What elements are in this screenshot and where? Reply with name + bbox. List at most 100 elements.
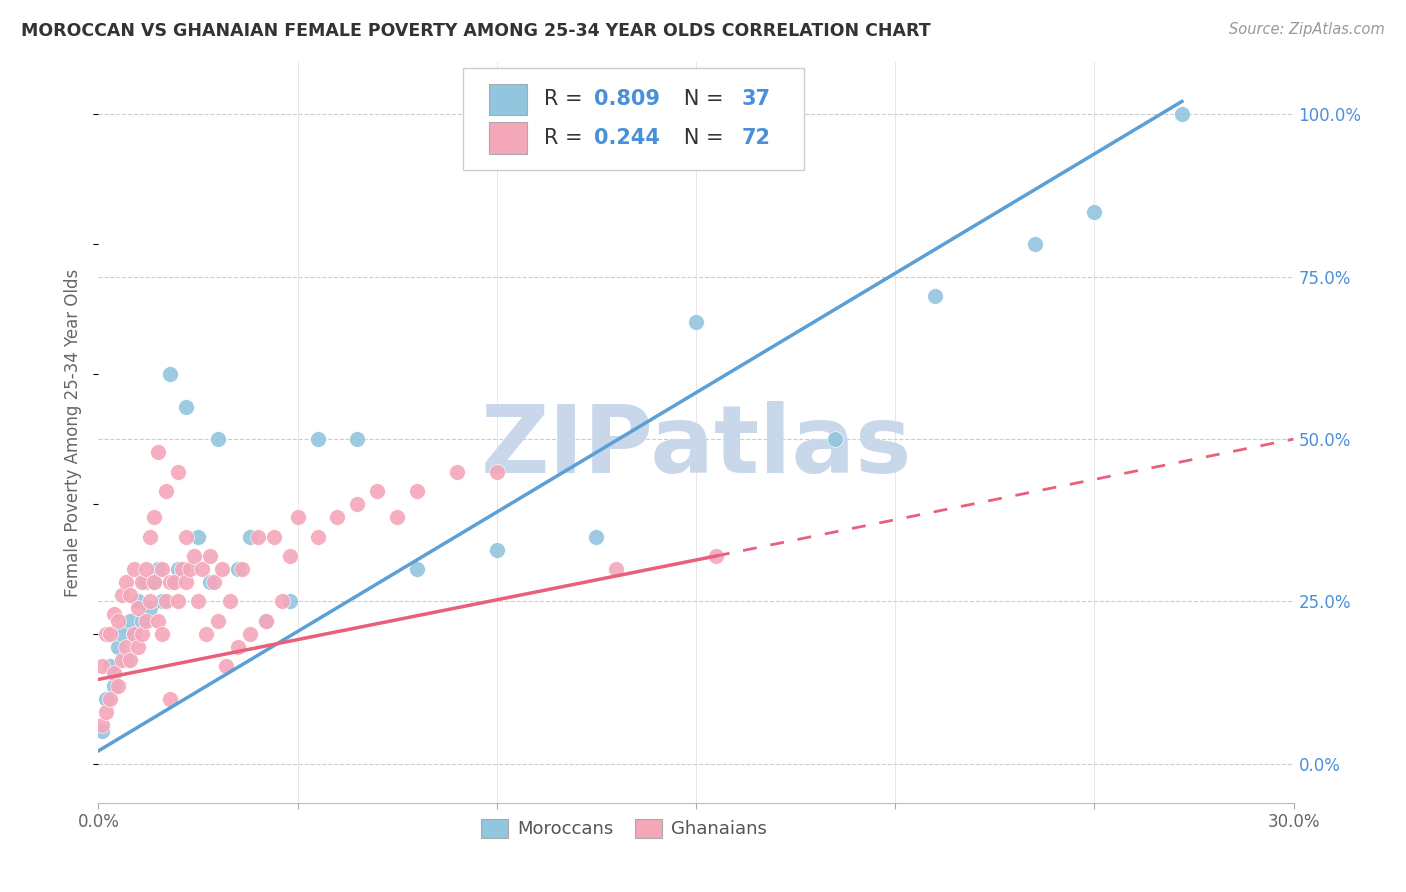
FancyBboxPatch shape bbox=[489, 122, 527, 153]
Text: 0.244: 0.244 bbox=[595, 128, 661, 148]
Point bbox=[207, 614, 229, 628]
Point bbox=[215, 659, 238, 673]
Point bbox=[406, 562, 429, 576]
Point bbox=[124, 627, 146, 641]
Point bbox=[385, 510, 409, 524]
Point bbox=[159, 367, 181, 381]
Point bbox=[263, 529, 285, 543]
Point bbox=[219, 594, 242, 608]
Point bbox=[183, 549, 205, 563]
Point bbox=[120, 653, 142, 667]
Point bbox=[346, 497, 368, 511]
Point bbox=[226, 640, 249, 654]
Point bbox=[195, 627, 218, 641]
Point bbox=[115, 653, 138, 667]
Point bbox=[127, 640, 149, 654]
Point bbox=[135, 614, 157, 628]
Text: 37: 37 bbox=[741, 89, 770, 110]
FancyBboxPatch shape bbox=[463, 68, 804, 169]
Point bbox=[167, 594, 190, 608]
Point bbox=[96, 692, 118, 706]
Point bbox=[239, 627, 262, 641]
Point bbox=[366, 484, 388, 499]
Point bbox=[135, 562, 157, 576]
Point bbox=[202, 574, 225, 589]
Point bbox=[1024, 237, 1046, 252]
Point bbox=[150, 562, 173, 576]
FancyBboxPatch shape bbox=[489, 84, 527, 115]
Point bbox=[159, 692, 181, 706]
Point bbox=[139, 594, 162, 608]
Point bbox=[96, 627, 118, 641]
Point bbox=[103, 607, 125, 622]
Point bbox=[246, 529, 269, 543]
Point bbox=[131, 614, 153, 628]
Point bbox=[155, 594, 177, 608]
Point bbox=[103, 679, 125, 693]
Point bbox=[167, 562, 190, 576]
Point bbox=[107, 614, 129, 628]
Point bbox=[174, 529, 197, 543]
Point bbox=[115, 574, 138, 589]
Point bbox=[605, 562, 627, 576]
Text: 72: 72 bbox=[741, 128, 770, 148]
Point bbox=[485, 542, 508, 557]
Point bbox=[111, 653, 134, 667]
Point bbox=[191, 562, 214, 576]
Point bbox=[143, 510, 166, 524]
Point bbox=[111, 588, 134, 602]
Point bbox=[824, 432, 846, 446]
Point bbox=[98, 659, 122, 673]
Point bbox=[143, 574, 166, 589]
Point bbox=[254, 614, 277, 628]
Point bbox=[135, 574, 157, 589]
Point bbox=[120, 588, 142, 602]
Point bbox=[159, 574, 181, 589]
Point bbox=[704, 549, 727, 563]
Text: R =: R = bbox=[544, 89, 589, 110]
Point bbox=[131, 574, 153, 589]
Y-axis label: Female Poverty Among 25-34 Year Olds: Female Poverty Among 25-34 Year Olds bbox=[65, 268, 83, 597]
Point bbox=[254, 614, 277, 628]
Point bbox=[231, 562, 253, 576]
Point bbox=[179, 562, 201, 576]
Point bbox=[120, 614, 142, 628]
Point bbox=[406, 484, 429, 499]
Point bbox=[585, 529, 607, 543]
Point bbox=[1083, 204, 1105, 219]
Point bbox=[91, 724, 114, 739]
Point bbox=[207, 432, 229, 446]
Point bbox=[98, 692, 122, 706]
Text: R =: R = bbox=[544, 128, 589, 148]
Point bbox=[346, 432, 368, 446]
Point bbox=[107, 640, 129, 654]
Point bbox=[226, 562, 249, 576]
Point bbox=[150, 594, 173, 608]
Point bbox=[124, 627, 146, 641]
Point bbox=[187, 594, 209, 608]
Point bbox=[127, 594, 149, 608]
Point bbox=[111, 627, 134, 641]
Point bbox=[150, 627, 173, 641]
Point bbox=[131, 627, 153, 641]
Point bbox=[148, 445, 170, 459]
Point bbox=[685, 315, 707, 329]
Point bbox=[307, 529, 329, 543]
Point bbox=[91, 718, 114, 732]
Text: 0.809: 0.809 bbox=[595, 89, 661, 110]
Text: ZIPatlas: ZIPatlas bbox=[481, 401, 911, 493]
Point bbox=[98, 627, 122, 641]
Point bbox=[107, 679, 129, 693]
Legend: Moroccans, Ghanaians: Moroccans, Ghanaians bbox=[474, 812, 775, 846]
Point bbox=[139, 529, 162, 543]
Point bbox=[198, 549, 221, 563]
Point bbox=[172, 562, 194, 576]
Point bbox=[163, 574, 186, 589]
Point bbox=[270, 594, 292, 608]
Point bbox=[148, 562, 170, 576]
Point bbox=[103, 665, 125, 680]
Point bbox=[924, 289, 946, 303]
Point bbox=[167, 465, 190, 479]
Text: Source: ZipAtlas.com: Source: ZipAtlas.com bbox=[1229, 22, 1385, 37]
Point bbox=[174, 574, 197, 589]
